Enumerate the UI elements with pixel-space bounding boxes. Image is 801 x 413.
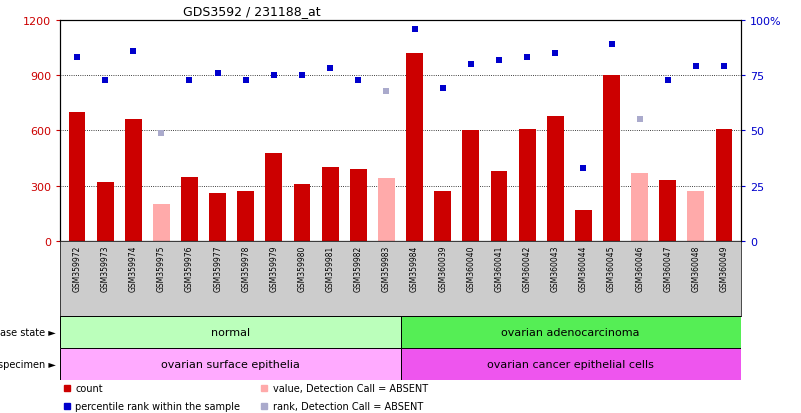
Text: GSM359984: GSM359984 (410, 245, 419, 292)
Text: GSM360042: GSM360042 (522, 245, 532, 292)
Text: GSM360048: GSM360048 (691, 245, 700, 292)
Bar (97, 183, 114, 242)
Bar (659, 181, 676, 242)
Text: count: count (75, 383, 103, 393)
Text: GSM359981: GSM359981 (326, 245, 335, 292)
Bar (575, 210, 592, 242)
Text: GSM359979: GSM359979 (269, 245, 279, 292)
Bar (490, 172, 507, 242)
Bar (406, 54, 423, 242)
Bar (547, 116, 564, 242)
Bar (265, 153, 282, 242)
Text: ovarian surface epithelia: ovarian surface epithelia (161, 359, 300, 369)
Bar (462, 131, 479, 242)
Bar (153, 205, 170, 242)
Text: GDS3592 / 231188_at: GDS3592 / 231188_at (183, 5, 320, 18)
Text: GSM360045: GSM360045 (607, 245, 616, 292)
Text: disease state ►: disease state ► (0, 327, 56, 337)
Bar (209, 194, 226, 242)
Text: GSM359978: GSM359978 (241, 245, 250, 292)
Text: rank, Detection Call = ABSENT: rank, Detection Call = ABSENT (272, 401, 423, 411)
Text: GSM360039: GSM360039 (438, 245, 447, 292)
Bar (294, 185, 311, 242)
Bar (434, 192, 451, 242)
Text: GSM360043: GSM360043 (551, 245, 560, 292)
Bar (237, 192, 254, 242)
Text: GSM360044: GSM360044 (579, 245, 588, 292)
Bar (378, 179, 395, 242)
Bar (60, 348, 400, 380)
Bar (400, 316, 741, 348)
Bar (60, 316, 400, 348)
Text: specimen ►: specimen ► (0, 359, 56, 369)
Text: normal: normal (211, 327, 250, 337)
Text: GSM359975: GSM359975 (157, 245, 166, 292)
Text: ovarian cancer epithelial cells: ovarian cancer epithelial cells (487, 359, 654, 369)
Text: GSM359977: GSM359977 (213, 245, 222, 292)
Text: GSM360046: GSM360046 (635, 245, 644, 292)
Bar (715, 129, 732, 242)
Text: ovarian adenocarcinoma: ovarian adenocarcinoma (501, 327, 640, 337)
Text: GSM359980: GSM359980 (297, 245, 307, 292)
Text: value, Detection Call = ABSENT: value, Detection Call = ABSENT (272, 383, 428, 393)
Bar (603, 76, 620, 242)
Text: GSM359976: GSM359976 (185, 245, 194, 292)
Text: GSM360049: GSM360049 (719, 245, 729, 292)
Bar (400, 348, 741, 380)
Text: GSM360041: GSM360041 (494, 245, 504, 292)
Bar (631, 173, 648, 242)
Text: GSM359983: GSM359983 (382, 245, 391, 292)
Text: GSM359972: GSM359972 (72, 245, 82, 292)
Text: percentile rank within the sample: percentile rank within the sample (75, 401, 240, 411)
Text: GSM359974: GSM359974 (129, 245, 138, 292)
Bar (125, 120, 142, 242)
Bar (181, 177, 198, 242)
Bar (69, 113, 86, 242)
Bar (687, 192, 704, 242)
Text: GSM360040: GSM360040 (466, 245, 475, 292)
Text: GSM360047: GSM360047 (663, 245, 672, 292)
Bar (519, 129, 536, 242)
Text: GSM359982: GSM359982 (354, 245, 363, 292)
Bar (322, 168, 339, 242)
Bar (350, 170, 367, 242)
Text: GSM359973: GSM359973 (101, 245, 110, 292)
